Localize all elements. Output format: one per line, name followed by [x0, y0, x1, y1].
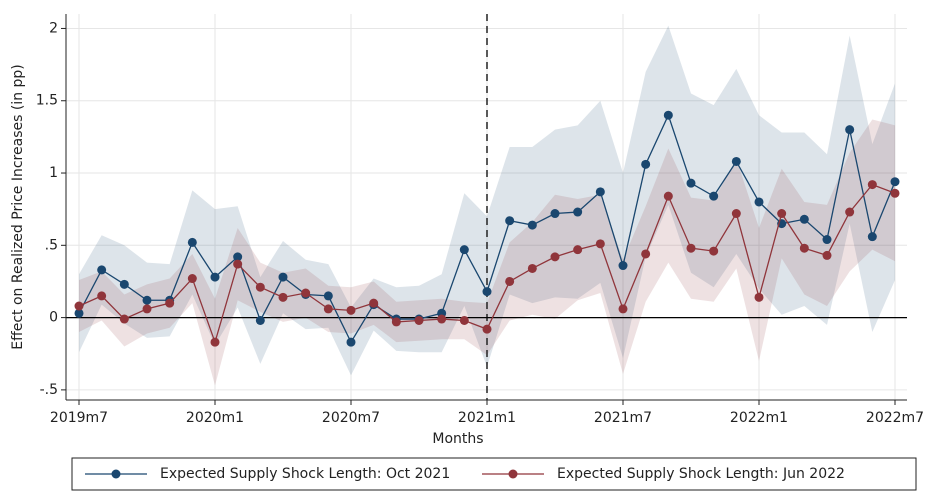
data-point — [641, 249, 651, 259]
data-point — [618, 304, 628, 314]
x-axis-title: Months — [432, 431, 483, 447]
data-point — [97, 291, 107, 301]
data-point — [119, 314, 129, 324]
legend-box — [71, 457, 917, 491]
data-point — [527, 220, 537, 230]
x-tick-label: 2022m7 — [866, 410, 924, 426]
data-point — [233, 259, 243, 269]
data-point — [641, 159, 651, 169]
data-point — [74, 308, 84, 318]
data-point — [187, 237, 197, 247]
data-point — [890, 177, 900, 187]
data-point — [686, 178, 696, 188]
data-point — [210, 337, 220, 347]
data-point — [573, 207, 583, 217]
data-point — [165, 298, 175, 308]
data-point — [301, 288, 311, 298]
x-tick-label: 2020m7 — [322, 410, 380, 426]
data-point — [550, 252, 560, 262]
data-point — [414, 315, 424, 325]
data-point — [845, 125, 855, 135]
x-tick-label: 2021m1 — [458, 410, 516, 426]
data-point — [278, 272, 288, 282]
data-point — [754, 292, 764, 302]
data-point — [323, 304, 333, 314]
data-point — [505, 216, 515, 226]
y-tick-label: 1.5 — [36, 93, 58, 109]
data-point — [663, 191, 673, 201]
x-tick-label: 2022m1 — [730, 410, 788, 426]
legend-label: Expected Supply Shock Length: Oct 2021 — [160, 466, 450, 482]
data-point — [255, 282, 265, 292]
data-point — [210, 272, 220, 282]
data-point — [527, 263, 537, 273]
data-point — [346, 337, 356, 347]
data-point — [799, 214, 809, 224]
confidence-band — [79, 119, 895, 386]
data-point — [663, 110, 673, 120]
data-point — [278, 292, 288, 302]
data-point — [867, 180, 877, 190]
y-tick-label: -.5 — [40, 382, 58, 398]
confidence-band — [79, 25, 895, 376]
y-tick-label: .5 — [45, 237, 58, 253]
data-point — [595, 239, 605, 249]
data-point — [97, 265, 107, 275]
data-point — [822, 250, 832, 260]
data-point — [437, 314, 447, 324]
data-point — [822, 235, 832, 245]
data-point — [459, 245, 469, 255]
data-point — [505, 276, 515, 286]
x-tick-label: 2019m7 — [50, 410, 108, 426]
data-point — [142, 304, 152, 314]
data-point — [391, 317, 401, 327]
legend-label: Expected Supply Shock Length: Jun 2022 — [557, 466, 845, 482]
x-tick-label: 2021m7 — [594, 410, 652, 426]
legend-marker — [508, 469, 518, 479]
data-point — [709, 191, 719, 201]
data-point — [709, 246, 719, 256]
y-axis-title: Effect on Realized Price Increases (in p… — [10, 64, 26, 350]
data-point — [233, 252, 243, 262]
data-point — [686, 243, 696, 253]
data-point — [731, 156, 741, 166]
data-point — [777, 209, 787, 219]
data-point — [731, 209, 741, 219]
data-point — [369, 298, 379, 308]
data-point — [867, 232, 877, 242]
data-point — [573, 245, 583, 255]
data-point — [754, 197, 764, 207]
data-point — [482, 287, 492, 297]
data-point — [845, 207, 855, 217]
data-point — [459, 315, 469, 325]
data-point — [890, 188, 900, 198]
data-point — [550, 209, 560, 219]
data-point — [482, 324, 492, 334]
data-point — [618, 261, 628, 271]
data-point — [119, 279, 129, 289]
y-tick-label: 2 — [49, 20, 58, 36]
data-point — [595, 187, 605, 197]
data-point — [346, 305, 356, 315]
data-point — [187, 274, 197, 284]
data-point — [799, 243, 809, 253]
legend-marker — [111, 469, 121, 479]
data-point — [323, 291, 333, 301]
y-tick-label: 1 — [49, 165, 58, 181]
data-point — [255, 315, 265, 325]
y-tick-label: 0 — [49, 310, 58, 326]
x-tick-label: 2020m1 — [186, 410, 244, 426]
data-point — [74, 301, 84, 311]
data-point — [142, 295, 152, 305]
